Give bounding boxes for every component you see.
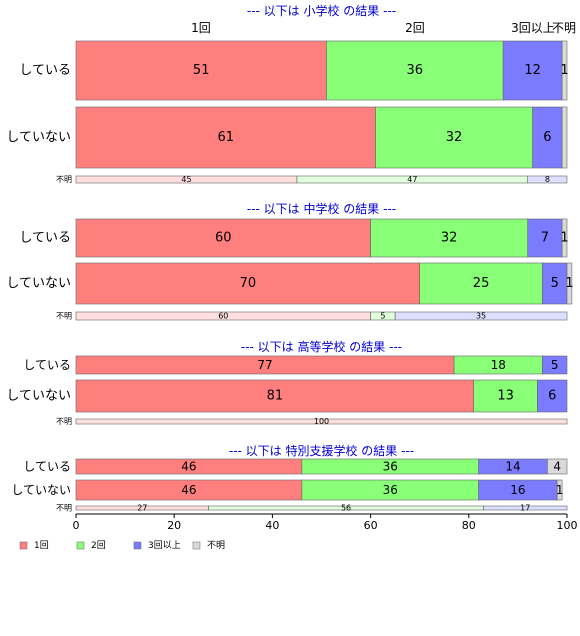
value-label-4-3-1: 27: [137, 504, 147, 513]
x-tick-label-3: 40: [265, 519, 279, 532]
top-category-label-2: 2回: [405, 21, 425, 35]
bar-segment-2-1-4: [561, 218, 568, 258]
value-label-3-2-1: 81: [267, 389, 284, 404]
bar-segment-4-1-4: [547, 458, 568, 475]
value-label-4-3-2: 56: [341, 504, 351, 513]
bar-segment-1-2-3: [532, 106, 563, 169]
bar-segment-3-3-1: [75, 418, 568, 425]
value-label-2-1-1: 60: [215, 231, 232, 246]
value-label-2-2-4: 1: [565, 276, 573, 291]
value-label-3-1-2: 18: [491, 358, 506, 372]
value-label-1-2-2: 32: [446, 130, 463, 145]
bar-segment-2-2-3: [542, 262, 568, 305]
value-label-1-3-1: 45: [181, 175, 191, 184]
x-tick-label-4: 60: [364, 519, 378, 532]
value-label-1-1-2: 36: [407, 63, 424, 78]
value-label-1-1-4: 1: [560, 63, 568, 78]
row-label-3-1: している: [23, 358, 71, 372]
value-label-4-3-3: 17: [520, 504, 530, 513]
bar-segment-1-2-4: [561, 106, 568, 169]
value-label-1-1-3: 12: [524, 63, 541, 78]
x-tick-label-1: 0: [73, 519, 80, 532]
value-label-3-2-2: 13: [497, 389, 514, 404]
bar-segment-3-2-1: [75, 379, 475, 413]
value-label-2-2-2: 25: [473, 276, 490, 291]
bar-segment-2-2-4: [566, 262, 573, 305]
row-label-4-3: 不明: [56, 504, 72, 513]
bar-segment-2-1-1: [75, 218, 371, 258]
bar-segment-4-3-3: [483, 505, 568, 511]
value-label-4-2-4: 1: [556, 483, 564, 497]
x-tick-label-6: 100: [557, 519, 578, 532]
value-label-2-2-3: 5: [551, 276, 559, 291]
legend-swatch-3: [133, 541, 142, 550]
value-label-2-3-3: 35: [476, 312, 486, 321]
bar-segment-1-3-3: [527, 175, 568, 184]
bar-segment-2-2-1: [75, 262, 421, 305]
bar-segment-3-1-3: [542, 355, 568, 375]
row-label-2-3: 不明: [56, 312, 72, 321]
row-label-3-2: していない: [6, 389, 71, 404]
value-label-4-1-4: 4: [553, 460, 561, 474]
value-label-3-2-3: 6: [548, 389, 556, 404]
value-label-3-1-1: 77: [257, 358, 272, 372]
value-label-2-3-2: 5: [380, 312, 385, 321]
legend-label-1: 1回: [34, 540, 49, 551]
value-label-4-2-3: 16: [510, 483, 525, 497]
value-label-4-2-2: 36: [383, 483, 398, 497]
bar-segment-3-2-2: [473, 379, 538, 413]
legend-swatch-2: [76, 541, 85, 550]
bar-segment-3-2-3: [537, 379, 568, 413]
legend-label-2: 2回: [91, 540, 106, 551]
bar-segment-4-2-4: [556, 479, 563, 501]
x-tick-label-2: 20: [167, 519, 181, 532]
bar-segment-1-2-1: [75, 106, 376, 169]
legend-label-3: 3回以上: [148, 540, 181, 551]
top-category-label-1: 1回: [191, 21, 211, 35]
row-label-1-2: していない: [6, 130, 71, 145]
value-label-1-2-3: 6: [543, 130, 551, 145]
bar-segment-1-1-4: [561, 40, 568, 101]
value-label-4-2-1: 46: [181, 483, 196, 497]
value-label-4-1-1: 46: [181, 460, 196, 474]
value-label-3-1-3: 5: [551, 358, 559, 372]
value-label-2-1-2: 32: [441, 231, 458, 246]
bar-segment-1-1-3: [502, 40, 563, 101]
group-title-3: --- 以下は 高等学校 の結果 ---: [241, 339, 402, 354]
bar-segment-2-1-2: [370, 218, 529, 258]
value-label-2-3-1: 60: [218, 312, 228, 321]
group-title-2: --- 以下は 中学校 の結果 ---: [247, 201, 396, 216]
value-label-1-1-1: 51: [193, 63, 210, 78]
legend-label-4: 不明: [207, 540, 225, 551]
value-label-2-1-3: 7: [541, 231, 549, 246]
row-label-4-1: している: [23, 460, 71, 474]
row-label-3-3: 不明: [56, 417, 72, 426]
top-category-label-4: 不明: [552, 21, 576, 35]
row-label-1-1: している: [19, 63, 71, 78]
value-label-3-3-1: 100: [314, 417, 329, 426]
value-label-2-2-1: 70: [240, 276, 257, 291]
bar-segment-1-1-2: [326, 40, 504, 101]
value-label-1-3-2: 47: [407, 175, 417, 184]
bar-segment-1-1-1: [75, 40, 327, 101]
group-title-4: --- 以下は 特別支援学校 の結果 ---: [229, 443, 414, 458]
legend-swatch-1: [19, 541, 28, 550]
row-label-2-2: していない: [6, 276, 71, 291]
value-label-2-1-4: 1: [560, 231, 568, 246]
legend-swatch-4: [192, 541, 201, 550]
bar-segment-2-3-3: [394, 311, 568, 321]
value-label-4-1-2: 36: [383, 460, 398, 474]
row-label-4-2: していない: [11, 483, 71, 497]
row-label-1-3: 不明: [56, 175, 72, 184]
bar-segment-2-2-2: [419, 262, 543, 305]
value-label-1-3-3: 8: [545, 175, 550, 184]
value-label-1-2-1: 61: [217, 130, 234, 145]
bar-segment-1-2-2: [375, 106, 533, 169]
value-label-4-1-3: 14: [505, 460, 520, 474]
top-category-label-3: 3回以上: [511, 21, 555, 35]
group-title-1: --- 以下は 小学校 の結果 ---: [247, 3, 396, 18]
x-tick-label-5: 80: [462, 519, 476, 532]
row-label-2-1: している: [19, 231, 71, 246]
